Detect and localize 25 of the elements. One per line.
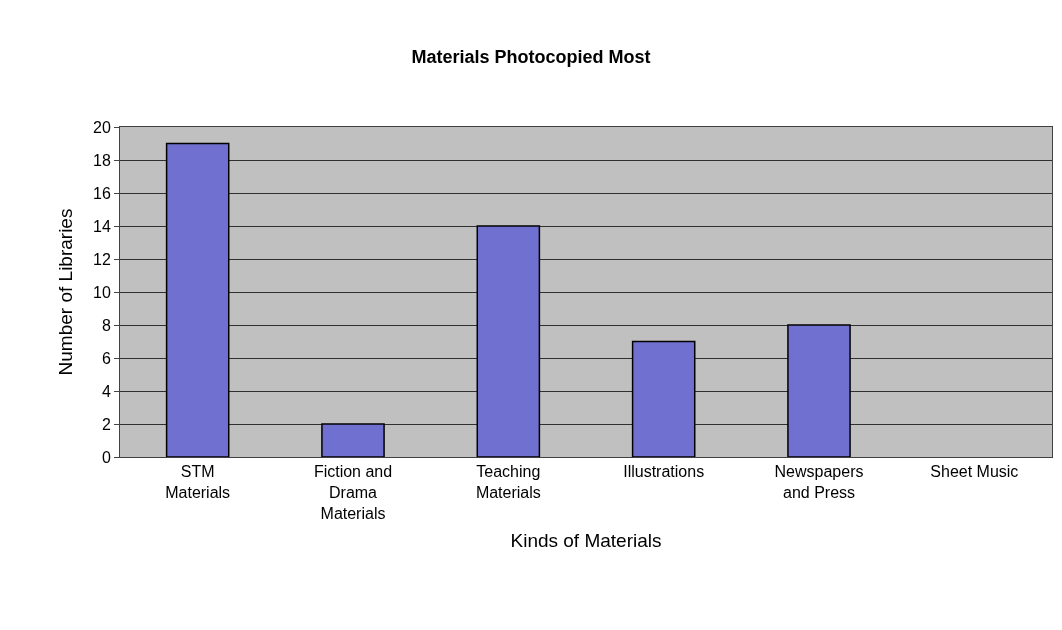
y-tick-label: 4 xyxy=(101,382,111,400)
y-tick-label: 16 xyxy=(93,184,111,202)
y-tick-label: 6 xyxy=(101,349,111,367)
y-tick-label: 0 xyxy=(101,448,111,466)
x-axis-title: Kinds of Materials xyxy=(510,529,662,551)
chart-title: Materials Photocopied Most xyxy=(411,47,651,67)
x-tick-label: Teaching Materials xyxy=(475,463,541,501)
x-tick-label: STM Materials xyxy=(165,463,231,501)
bar xyxy=(476,225,541,457)
y-tick-label: 12 xyxy=(93,250,111,268)
bar xyxy=(321,423,385,457)
y-axis-title: Number of Libraries xyxy=(54,208,76,376)
y-tick-label: 18 xyxy=(93,151,111,169)
bar xyxy=(631,340,696,457)
y-tick-label: 2 xyxy=(101,415,111,433)
x-tick-label: Newspapers and Press xyxy=(774,463,864,501)
y-tick-label: 20 xyxy=(93,118,111,136)
y-tick-label: 14 xyxy=(93,217,111,235)
y-tick-label: 8 xyxy=(101,316,111,334)
x-tick-label: Fiction and Drama Materials xyxy=(313,463,393,522)
x-tick-label: Illustrations xyxy=(623,463,705,481)
y-tick-label: 10 xyxy=(93,283,111,301)
bar xyxy=(787,324,851,457)
bar xyxy=(165,142,230,457)
x-tick-label: Sheet Music xyxy=(930,463,1019,481)
